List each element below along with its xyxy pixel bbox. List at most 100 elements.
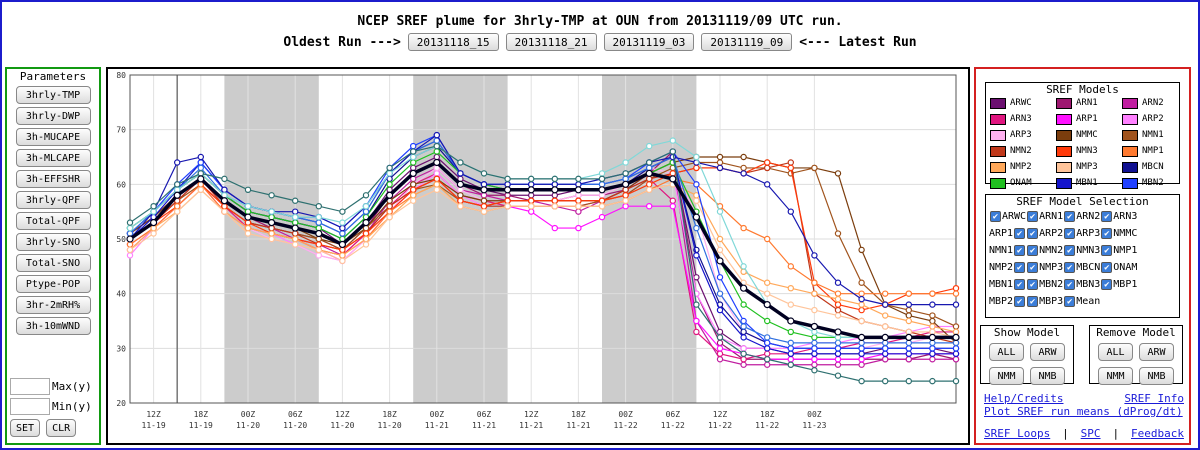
data-point-mbp3 [386,164,393,172]
data-point-arp1 [551,224,558,232]
data-point-nmp2 [858,301,865,308]
model-checkbox[interactable]: ✔ [1027,228,1039,239]
model-checkbox[interactable]: ✔ [990,211,1001,222]
model-checkbox[interactable]: ✔ [1064,279,1076,290]
data-point-nmn3 [834,301,842,308]
x-tick-hour-label: 12Z [146,410,161,419]
remove-nmm-button[interactable]: NMM [1098,367,1133,385]
min-y-row: Min(y) [10,398,92,415]
model-checkbox[interactable]: ✔ [1101,245,1113,256]
parameter-button[interactable]: 3hr-2mRH% [15,296,91,314]
data-point-nmmc [410,181,417,188]
parameter-button[interactable]: Ptype-POP [15,275,91,293]
data-point-nmmc [834,170,842,177]
data-point-nmp3 [528,202,535,210]
feedback-link[interactable]: Feedback [1130,427,1184,440]
model-checkbox-label: MBN2 [1039,279,1064,290]
data-point-onam [386,181,393,188]
data-point-mean [504,186,512,194]
model-checkbox[interactable]: ✔ [1027,211,1039,222]
sref-loops-link[interactable]: SREF Loops [984,427,1051,440]
parameter-button[interactable]: 3h-MUCAPE [15,128,91,146]
model-checkbox[interactable]: ✔ [1064,211,1076,222]
remove-arw-button[interactable]: ARW [1139,343,1174,361]
clr-button[interactable]: CLR [46,419,77,437]
model-checkbox[interactable]: ✔ [1027,296,1039,307]
remove-all-button[interactable]: ALL [1098,343,1133,361]
model-checkbox[interactable]: ✔ [1101,262,1113,273]
min-y-input[interactable] [10,398,50,415]
x-tick-hour-label: 18Z [382,410,397,419]
help-credits-link[interactable]: Help/Credits [984,392,1064,405]
x-tick-date-label: 11-22 [614,421,638,430]
model-checkbox[interactable]: ✔ [1014,245,1026,256]
data-point-arp1 [787,356,795,363]
links-area: Help/Credits SREF Info Plot SREF run mea… [984,392,1184,440]
data-point-arn2 [952,356,960,363]
parameter-button[interactable]: 3hrly-QPF [15,191,91,209]
run-button-4[interactable]: 20131119_09 [701,33,793,51]
model-checkbox[interactable]: ✔ [1014,279,1026,290]
model-checkbox[interactable]: ✔ [1064,228,1076,239]
set-button[interactable]: SET [10,419,41,437]
sref-info-link[interactable]: SREF Info [1124,392,1184,405]
show-arw-button[interactable]: ARW [1030,343,1065,361]
selection-row: MBP2 ✔ ✔ MBP3 ✔ Mean [989,293,1179,310]
show-nmm-button[interactable]: NMM [989,367,1024,385]
model-checkbox[interactable]: ✔ [1027,279,1039,290]
model-checkbox[interactable]: ✔ [1064,296,1076,307]
legend-swatch [1056,129,1072,141]
data-point-mbp3 [457,159,464,166]
data-point-arp2 [740,345,747,352]
model-checkbox[interactable]: ✔ [1014,228,1026,239]
run-button-3[interactable]: 20131119_03 [603,33,695,51]
data-point-mbp2 [669,137,677,144]
remove-nmb-button[interactable]: NMB [1139,367,1174,385]
model-checkbox[interactable]: ✔ [1014,262,1026,273]
data-point-nmp2 [150,224,157,232]
model-checkbox-label: ARN1 [1039,211,1064,222]
data-point-mbp2 [268,208,275,215]
legend-label: NMN3 [1076,146,1098,156]
show-nmb-button[interactable]: NMB [1030,367,1065,385]
parameter-button[interactable]: Total-SNO [15,254,91,272]
parameter-button[interactable]: 3h-EFFSHR [15,170,91,188]
data-point-mbp3 [811,367,818,374]
data-point-nmn3 [669,170,677,177]
model-checkbox[interactable]: ✔ [1101,228,1113,239]
link-separator: | [1062,427,1069,440]
model-checkbox[interactable]: ✔ [1064,245,1076,256]
legend-item: NMP2 [990,160,1056,174]
model-checkbox[interactable]: ✔ [1064,262,1076,273]
data-point-nmp3 [905,328,913,336]
legend-swatch [1056,145,1072,157]
data-point-nmn1 [740,164,747,172]
data-point-mean [810,322,819,331]
parameter-button[interactable]: 3h-10mWND [15,317,91,335]
parameter-button[interactable]: 3hrly-DWP [15,107,91,125]
parameter-button[interactable]: 3h-MLCAPE [15,149,91,167]
model-checkbox[interactable]: ✔ [1014,296,1026,307]
parameter-button[interactable]: 3hrly-SNO [15,233,91,251]
max-y-input[interactable] [10,378,50,395]
show-all-button[interactable]: ALL [989,343,1024,361]
data-point-mbn3 [929,339,936,347]
x-tick-hour-label: 12Z [335,410,350,419]
data-point-mbn1 [811,350,818,357]
model-checkbox[interactable]: ✔ [1027,262,1039,273]
data-point-arn3 [716,350,724,357]
data-point-nmp2 [433,181,440,188]
run-button-1[interactable]: 20131118_15 [407,33,499,51]
run-button-2[interactable]: 20131118_21 [505,33,597,51]
spc-link[interactable]: SPC [1080,427,1101,440]
legend-item: NMN2 [990,144,1056,158]
model-checkbox-label: MBP1 [1113,279,1138,290]
parameter-button[interactable]: 3hrly-TMP [15,86,91,104]
data-point-arn2 [740,361,747,368]
plot-means-link[interactable]: Plot SREF run means (dProg/dt) [984,405,1183,418]
model-checkbox[interactable]: ✔ [1101,279,1113,290]
parameter-button[interactable]: Total-QPF [15,212,91,230]
model-checkbox[interactable]: ✔ [1101,211,1113,222]
data-point-mbn1 [905,350,913,357]
model-checkbox[interactable]: ✔ [1027,245,1039,256]
